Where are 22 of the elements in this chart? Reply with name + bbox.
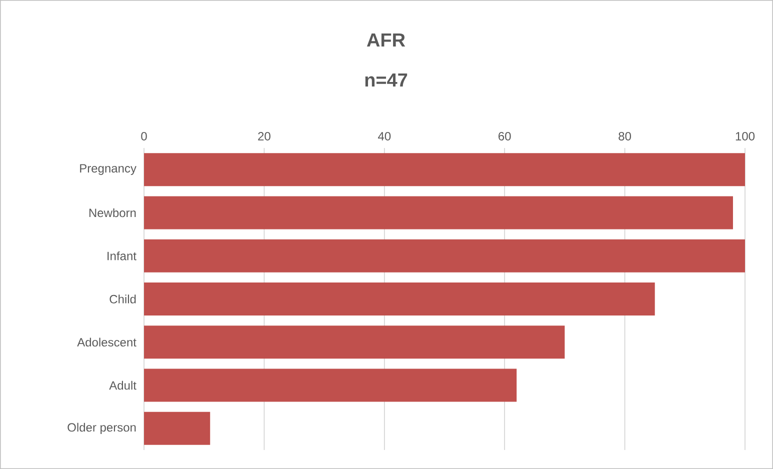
x-tick-label: 40 [378, 132, 391, 140]
bar [144, 326, 565, 359]
bar [144, 282, 655, 316]
chart-title: AFR [366, 33, 406, 47]
y-tick-label: Adolescent [77, 338, 136, 347]
x-tick-label: 20 [258, 132, 270, 140]
bar [144, 239, 746, 272]
y-tick-label: Pregnancy [80, 164, 136, 175]
x-tick-label: 60 [498, 132, 511, 140]
y-tick-label: Newborn [89, 208, 136, 218]
y-tick-label: Adult [109, 380, 136, 390]
bar [144, 368, 517, 402]
bar [144, 412, 210, 445]
bar [144, 153, 746, 186]
x-tick-label: 100 [736, 132, 755, 140]
x-tick-label: 0 [141, 132, 147, 140]
y-tick-label: Older person [68, 422, 136, 434]
y-tick-label: Child [110, 294, 136, 304]
y-tick-label: Infant [108, 251, 136, 260]
bar [144, 196, 733, 230]
chart-subtitle: n=47 [365, 73, 408, 87]
x-tick-label: 80 [618, 132, 632, 140]
